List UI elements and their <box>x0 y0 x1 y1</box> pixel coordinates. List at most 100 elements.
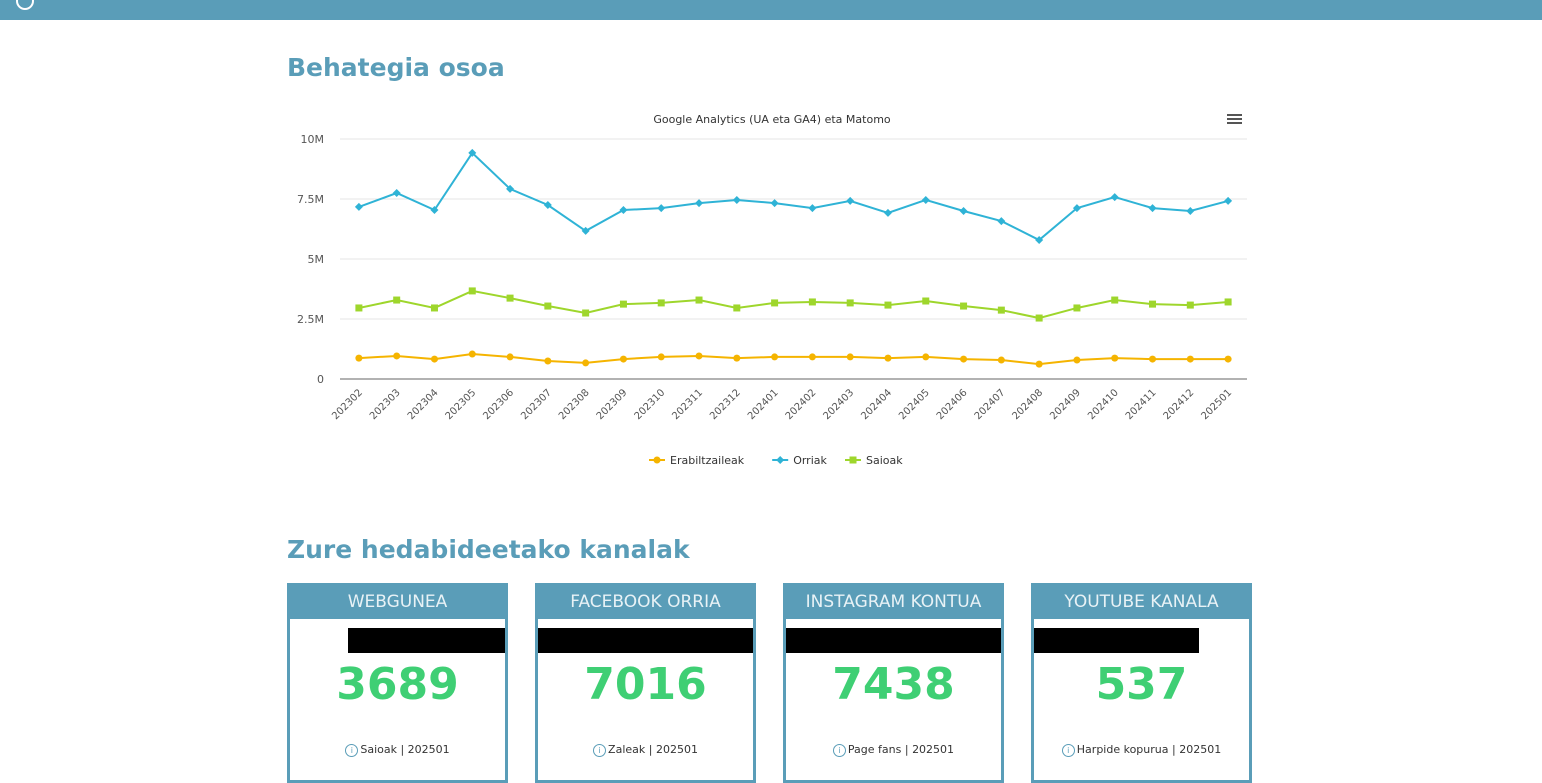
x-tick-label: 202307 <box>519 387 554 422</box>
x-tick-label: 202304 <box>406 387 441 422</box>
x-tick-label: 202410 <box>1086 387 1121 422</box>
data-point <box>884 354 892 362</box>
channels-title: Zure hedabideetako kanalak <box>287 535 690 564</box>
data-point <box>846 353 854 361</box>
logo-icon[interactable] <box>16 0 34 10</box>
card-title: WEBGUNEA <box>287 583 508 619</box>
x-tick-label: 202402 <box>784 387 819 422</box>
data-point <box>1035 360 1043 368</box>
info-icon[interactable]: i <box>345 743 359 757</box>
data-point <box>506 184 515 193</box>
x-tick-label: 202302 <box>330 387 365 422</box>
redacted-block <box>538 628 753 653</box>
data-point <box>1035 236 1044 245</box>
data-point <box>619 355 627 363</box>
data-point <box>392 189 401 197</box>
card-youtube[interactable]: YOUTUBE KANALA 537 i Harpide kopurua | 20… <box>1031 583 1252 783</box>
y-tick-label: 7.5M <box>297 193 324 206</box>
data-point <box>1111 354 1119 362</box>
y-tick-label: 5M <box>308 253 325 266</box>
data-point <box>468 350 476 358</box>
data-point <box>960 355 968 363</box>
data-point <box>695 199 704 208</box>
data-point <box>1110 193 1119 202</box>
data-point <box>1149 355 1157 363</box>
data-point <box>354 202 363 211</box>
data-point <box>506 353 514 361</box>
data-point <box>1148 204 1157 213</box>
chart-menu-icon[interactable] <box>1227 114 1242 124</box>
data-point <box>581 226 590 235</box>
data-point <box>657 204 666 213</box>
data-point <box>543 201 552 209</box>
data-point <box>468 287 476 295</box>
data-point <box>1072 204 1081 213</box>
redacted-block <box>348 628 505 653</box>
data-point <box>770 199 779 208</box>
data-point <box>997 306 1005 314</box>
data-point <box>846 299 854 307</box>
legend-item[interactable]: Orriak <box>793 454 827 467</box>
data-point <box>1073 304 1081 312</box>
info-icon[interactable]: i <box>593 743 607 757</box>
data-point <box>544 357 552 365</box>
data-point <box>393 352 401 360</box>
data-point <box>430 355 438 363</box>
card-instagram[interactable]: INSTAGRAM KONTUA 7438 i Page fans | 20250… <box>783 583 1004 783</box>
series-line-orriak <box>358 151 1229 242</box>
data-point <box>960 302 968 310</box>
x-tick-label: 202309 <box>595 387 630 422</box>
data-point <box>544 302 552 310</box>
legend-item[interactable]: Saioak <box>866 454 903 467</box>
info-icon[interactable]: i <box>1061 743 1075 757</box>
card-webgunea[interactable]: WEBGUNEA 3689 i Saioak | 202501 <box>287 583 508 783</box>
data-point <box>884 301 892 309</box>
data-point <box>1224 196 1233 205</box>
data-point <box>582 309 590 317</box>
x-tick-label: 202412 <box>1162 387 1197 422</box>
redacted-block <box>1034 628 1199 653</box>
line-chart: Google Analytics (UA eta GA4) eta Matomo… <box>297 113 1247 467</box>
x-tick-label: 202409 <box>1048 387 1083 422</box>
x-tick-label: 202311 <box>670 387 705 422</box>
data-point <box>733 304 741 312</box>
data-point <box>695 296 703 304</box>
data-point <box>1186 355 1194 363</box>
series-line-erabiltzaileak <box>358 353 1229 366</box>
legend-item[interactable]: Erabiltzaileak <box>670 454 745 467</box>
data-point <box>1224 298 1232 306</box>
x-tick-label: 202306 <box>481 387 516 422</box>
card-facebook[interactable]: FACEBOOK ORRIA 7016 i Zaleak | 202501 <box>535 583 756 783</box>
x-tick-label: 202305 <box>444 387 479 422</box>
data-point <box>846 196 855 205</box>
card-value: 3689 <box>336 659 459 710</box>
data-point <box>506 294 514 302</box>
data-point <box>355 354 363 362</box>
data-point <box>771 299 779 307</box>
data-point <box>1035 314 1043 322</box>
card-caption: Page fans | 202501 <box>847 743 955 756</box>
data-point <box>883 208 892 217</box>
data-point <box>430 206 439 215</box>
card-title: INSTAGRAM KONTUA <box>783 583 1004 619</box>
info-icon[interactable]: i <box>832 743 846 757</box>
x-tick-label: 202501 <box>1199 387 1234 422</box>
data-point <box>959 207 968 215</box>
data-point <box>922 353 930 361</box>
data-point <box>1073 356 1081 364</box>
x-tick-label: 202303 <box>368 387 403 422</box>
card-caption: Saioak | 202501 <box>360 743 450 756</box>
card-value: 7438 <box>832 659 955 710</box>
x-tick-label: 202411 <box>1124 387 1159 422</box>
data-point <box>921 195 930 204</box>
data-point <box>808 298 816 306</box>
data-point <box>808 204 817 213</box>
data-point <box>1111 296 1119 304</box>
data-point <box>653 456 661 464</box>
overview-title: Behategia osoa <box>287 53 505 82</box>
y-tick-label: 2.5M <box>297 313 324 326</box>
card-caption: Zaleak | 202501 <box>608 743 698 756</box>
data-point <box>582 359 590 367</box>
x-tick-label: 202312 <box>708 387 743 422</box>
x-tick-label: 202401 <box>746 387 781 422</box>
